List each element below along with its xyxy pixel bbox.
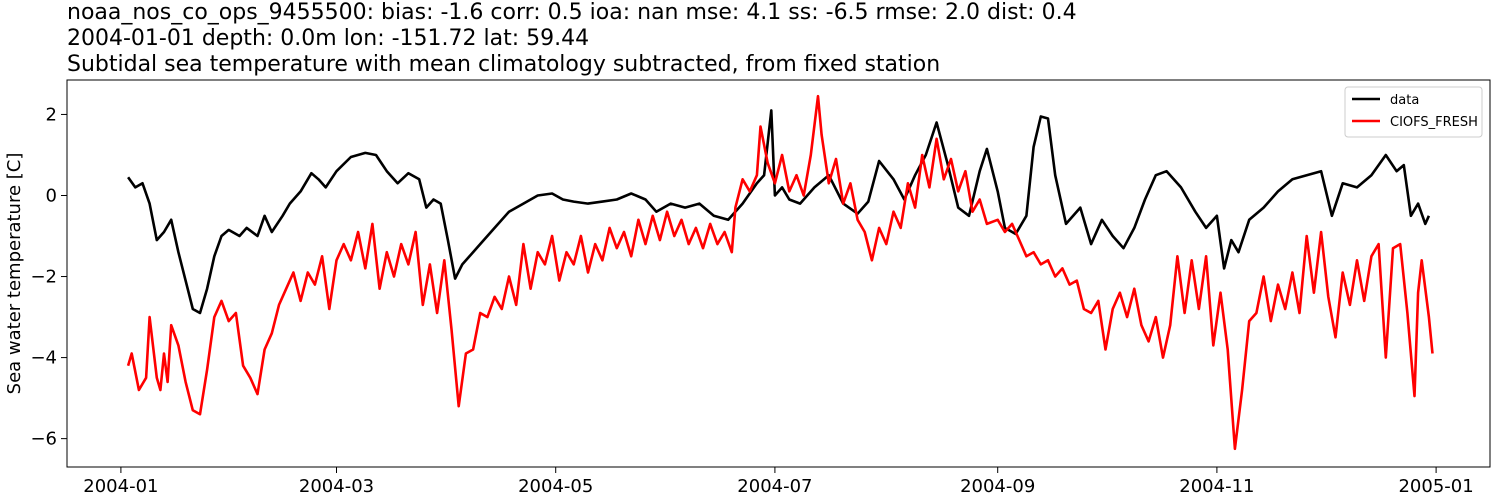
x-tick-label: 2004-03 [299,476,374,497]
legend-label: data [1390,93,1419,108]
y-tick-label: −2 [30,267,57,288]
plot-frame [66,79,1491,468]
chart-title: noaa_nos_co_ops_9455500: bias: -1.6 corr… [67,0,1077,78]
x-tick-label: 2004-01 [83,476,158,497]
legend-label: CIOFS_FRESH [1390,115,1478,130]
y-axis-label: Sea water temperature [C] [4,153,25,395]
legend: data CIOFS_FRESH [1344,86,1483,138]
title-line-description: Subtidal sea temperature with mean clima… [67,52,941,77]
y-tick-label: −4 [30,348,57,369]
series-layer [126,94,1434,451]
y-tick-label: 0 [46,185,57,206]
x-tick-label: 2005-01 [1398,476,1473,497]
x-axis: 2004-01 2004-03 2004-05 2004-07 2004-09 2004-… [83,467,1474,497]
series-line-ciofs-fresh [126,94,1434,451]
title-line-stats: noaa_nos_co_ops_9455500: bias: -1.6 corr… [67,0,1077,25]
x-tick-label: 2004-11 [1179,476,1254,497]
y-axis: −6 −4 −2 0 2 [30,104,67,450]
x-tick-label: 2004-05 [518,476,593,497]
title-line-location: 2004-01-01 depth: 0.0m lon: -151.72 lat:… [67,26,590,51]
series-line-data [127,109,1431,315]
y-tick-label: −6 [30,429,57,450]
x-tick-label: 2004-07 [737,476,812,497]
y-tick-label: 2 [46,104,57,125]
x-tick-label: 2004-09 [960,476,1035,497]
